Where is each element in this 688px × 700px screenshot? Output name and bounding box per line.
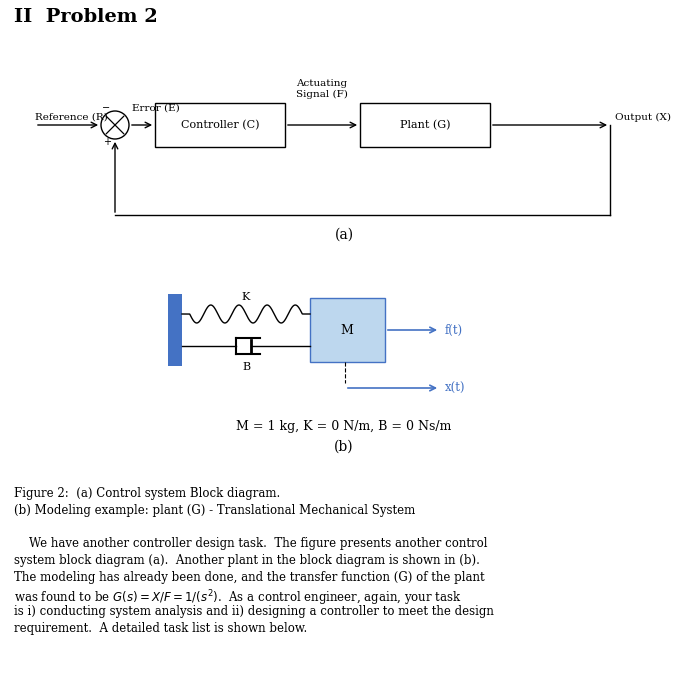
Text: Plant (G): Plant (G) bbox=[400, 120, 450, 130]
Text: We have another controller design task.  The figure presents another control: We have another controller design task. … bbox=[14, 537, 488, 550]
Text: requirement.  A detailed task list is shown below.: requirement. A detailed task list is sho… bbox=[14, 622, 308, 635]
Text: system block diagram (a).  Another plant in the block diagram is shown in (b).: system block diagram (a). Another plant … bbox=[14, 554, 480, 567]
Text: is i) conducting system analysis and ii) designing a controller to meet the desi: is i) conducting system analysis and ii)… bbox=[14, 605, 494, 618]
Text: Output (X): Output (X) bbox=[615, 113, 671, 122]
Text: The modeling has already been done, and the transfer function (G) of the plant: The modeling has already been done, and … bbox=[14, 571, 484, 584]
Text: −: − bbox=[102, 103, 110, 113]
Text: f(t): f(t) bbox=[445, 323, 463, 337]
Text: (a): (a) bbox=[334, 228, 354, 242]
Text: x(t): x(t) bbox=[445, 382, 466, 395]
Text: M: M bbox=[341, 323, 354, 337]
Text: K: K bbox=[241, 292, 250, 302]
Text: Error (E): Error (E) bbox=[132, 104, 180, 113]
Text: Actuating
Signal (F): Actuating Signal (F) bbox=[296, 80, 348, 99]
Text: Reference (R): Reference (R) bbox=[35, 113, 108, 122]
Text: Figure 2:  (a) Control system Block diagram.: Figure 2: (a) Control system Block diagr… bbox=[14, 487, 280, 500]
Text: (b) Modeling example: plant (G) - Translational Mechanical System: (b) Modeling example: plant (G) - Transl… bbox=[14, 504, 416, 517]
Bar bbox=[168, 294, 182, 366]
Text: (b): (b) bbox=[334, 440, 354, 454]
Text: II  Problem 2: II Problem 2 bbox=[14, 8, 158, 26]
Bar bbox=[360, 103, 490, 147]
Text: Controller (C): Controller (C) bbox=[181, 120, 259, 130]
Bar bbox=[310, 298, 385, 362]
Text: B: B bbox=[242, 362, 250, 372]
Text: +: + bbox=[103, 137, 111, 147]
Bar bbox=[155, 103, 285, 147]
Text: was found to be $G(s) = X/F = 1/(s^2)$.  As a control engineer, again, your task: was found to be $G(s) = X/F = 1/(s^2)$. … bbox=[14, 588, 462, 608]
Text: M = 1 kg, K = 0 N/m, B = 0 Ns/m: M = 1 kg, K = 0 N/m, B = 0 Ns/m bbox=[236, 420, 452, 433]
